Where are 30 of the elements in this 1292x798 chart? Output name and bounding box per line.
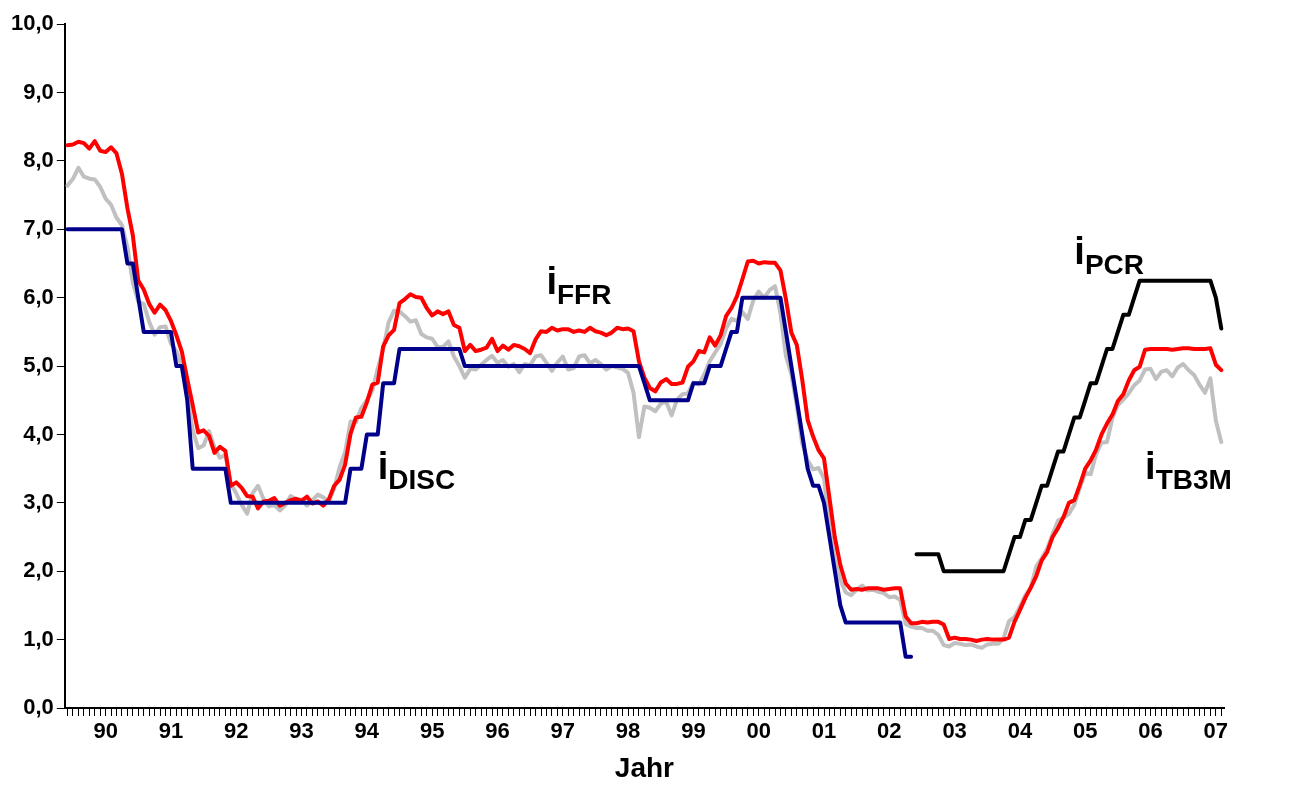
y-tick-label: 10,0 bbox=[10, 10, 54, 36]
y-tick-label: 1,0 bbox=[23, 625, 54, 651]
y-tick-label: 4,0 bbox=[23, 420, 54, 446]
y-tick-label: 5,0 bbox=[23, 352, 54, 378]
x-tick-label: 96 bbox=[485, 718, 510, 744]
x-tick-label: 95 bbox=[419, 718, 445, 744]
x-tick-label: 05 bbox=[1072, 718, 1098, 744]
y-tick-label: 0,0 bbox=[23, 694, 54, 720]
x-tick-label: 07 bbox=[1203, 718, 1229, 744]
y-tick-label: 2,0 bbox=[23, 557, 54, 583]
y-tick-label: 7,0 bbox=[23, 215, 54, 241]
x-tick-label: 98 bbox=[615, 718, 641, 744]
x-tick-label: 04 bbox=[1007, 718, 1033, 744]
x-tick-label: 00 bbox=[746, 718, 771, 744]
x-tick-label: 92 bbox=[224, 718, 249, 744]
y-tick-label: 6,0 bbox=[23, 283, 54, 309]
x-tick-label: 02 bbox=[877, 718, 902, 744]
x-tick-label: 01 bbox=[811, 718, 837, 744]
y-tick-label: 3,0 bbox=[23, 488, 54, 514]
x-tick-label: 90 bbox=[93, 718, 118, 744]
y-tick-label: 9,0 bbox=[23, 78, 54, 104]
x-tick-label: 93 bbox=[289, 718, 314, 744]
x-tick-label: 99 bbox=[681, 718, 706, 744]
x-axis-title: Jahr bbox=[614, 751, 675, 783]
x-tick-label: 06 bbox=[1138, 718, 1163, 744]
x-tick-label: 03 bbox=[942, 718, 967, 744]
x-tick-label: 91 bbox=[158, 718, 184, 744]
x-tick-label: 97 bbox=[550, 718, 576, 744]
x-tick-label: 94 bbox=[354, 718, 380, 744]
y-tick-label: 8,0 bbox=[23, 147, 54, 173]
